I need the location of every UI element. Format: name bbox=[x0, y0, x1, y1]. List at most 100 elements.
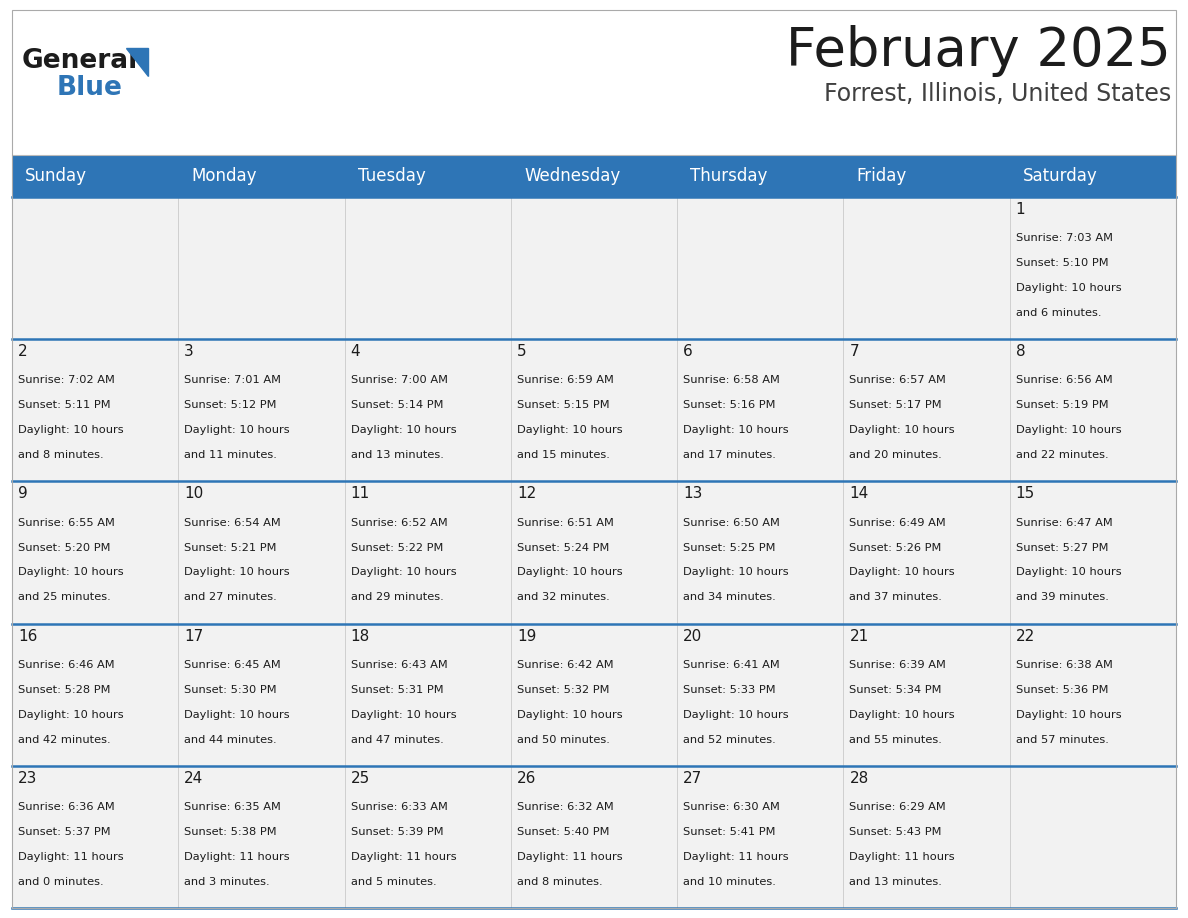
Text: Sunrise: 6:57 AM: Sunrise: 6:57 AM bbox=[849, 375, 947, 386]
Text: Sunrise: 7:02 AM: Sunrise: 7:02 AM bbox=[18, 375, 115, 386]
Text: Daylight: 10 hours: Daylight: 10 hours bbox=[683, 425, 789, 435]
Text: and 3 minutes.: and 3 minutes. bbox=[184, 877, 270, 887]
Text: Daylight: 11 hours: Daylight: 11 hours bbox=[849, 852, 955, 862]
Text: Sunset: 5:32 PM: Sunset: 5:32 PM bbox=[517, 685, 609, 695]
Bar bbox=[12, 623, 178, 766]
Text: 7: 7 bbox=[849, 344, 859, 359]
Text: Friday: Friday bbox=[857, 167, 906, 185]
Bar bbox=[178, 623, 345, 766]
Bar bbox=[345, 197, 511, 339]
Text: Daylight: 10 hours: Daylight: 10 hours bbox=[517, 567, 623, 577]
Bar bbox=[178, 766, 345, 908]
Text: Sunrise: 6:42 AM: Sunrise: 6:42 AM bbox=[517, 660, 613, 670]
Text: Sunset: 5:41 PM: Sunset: 5:41 PM bbox=[683, 827, 776, 837]
Text: Sunrise: 6:36 AM: Sunrise: 6:36 AM bbox=[18, 802, 115, 812]
Text: Daylight: 10 hours: Daylight: 10 hours bbox=[849, 710, 955, 720]
Text: 12: 12 bbox=[517, 487, 536, 501]
Text: Monday: Monday bbox=[191, 167, 257, 185]
Bar bbox=[1010, 197, 1176, 339]
Text: and 50 minutes.: and 50 minutes. bbox=[517, 734, 609, 744]
Text: 18: 18 bbox=[350, 629, 369, 644]
Text: and 0 minutes.: and 0 minutes. bbox=[18, 877, 103, 887]
Text: 16: 16 bbox=[18, 629, 37, 644]
Text: Sunset: 5:16 PM: Sunset: 5:16 PM bbox=[683, 400, 776, 410]
Text: Daylight: 11 hours: Daylight: 11 hours bbox=[350, 852, 456, 862]
Text: and 57 minutes.: and 57 minutes. bbox=[1016, 734, 1108, 744]
Bar bbox=[178, 339, 345, 481]
Text: Sunrise: 6:35 AM: Sunrise: 6:35 AM bbox=[184, 802, 282, 812]
Text: Sunset: 5:19 PM: Sunset: 5:19 PM bbox=[1016, 400, 1108, 410]
Bar bbox=[12, 766, 178, 908]
Text: 24: 24 bbox=[184, 771, 203, 786]
Text: and 42 minutes.: and 42 minutes. bbox=[18, 734, 110, 744]
Bar bbox=[345, 339, 511, 481]
Text: Sunset: 5:38 PM: Sunset: 5:38 PM bbox=[184, 827, 277, 837]
Text: Sunset: 5:24 PM: Sunset: 5:24 PM bbox=[517, 543, 609, 553]
Bar bbox=[511, 623, 677, 766]
Text: Tuesday: Tuesday bbox=[358, 167, 425, 185]
Bar bbox=[178, 481, 345, 623]
Text: and 27 minutes.: and 27 minutes. bbox=[184, 592, 277, 602]
Bar bbox=[843, 481, 1010, 623]
Text: Daylight: 10 hours: Daylight: 10 hours bbox=[1016, 567, 1121, 577]
Text: Sunrise: 6:32 AM: Sunrise: 6:32 AM bbox=[517, 802, 614, 812]
Text: 22: 22 bbox=[1016, 629, 1035, 644]
Bar bbox=[511, 197, 677, 339]
Text: 17: 17 bbox=[184, 629, 203, 644]
Text: Daylight: 10 hours: Daylight: 10 hours bbox=[184, 710, 290, 720]
Polygon shape bbox=[126, 48, 148, 76]
Text: 2: 2 bbox=[18, 344, 27, 359]
Text: Sunset: 5:17 PM: Sunset: 5:17 PM bbox=[849, 400, 942, 410]
Text: Daylight: 10 hours: Daylight: 10 hours bbox=[350, 567, 456, 577]
Bar bbox=[843, 339, 1010, 481]
Text: and 6 minutes.: and 6 minutes. bbox=[1016, 308, 1101, 318]
Text: General: General bbox=[23, 48, 138, 74]
Text: 19: 19 bbox=[517, 629, 536, 644]
Text: and 11 minutes.: and 11 minutes. bbox=[184, 450, 277, 460]
Text: Sunset: 5:22 PM: Sunset: 5:22 PM bbox=[350, 543, 443, 553]
Text: Daylight: 11 hours: Daylight: 11 hours bbox=[517, 852, 623, 862]
Text: Daylight: 10 hours: Daylight: 10 hours bbox=[517, 425, 623, 435]
Bar bbox=[677, 197, 843, 339]
Bar bbox=[843, 197, 1010, 339]
Text: Sunrise: 6:54 AM: Sunrise: 6:54 AM bbox=[184, 518, 282, 528]
Text: 27: 27 bbox=[683, 771, 702, 786]
Text: Sunset: 5:25 PM: Sunset: 5:25 PM bbox=[683, 543, 776, 553]
Text: Sunset: 5:39 PM: Sunset: 5:39 PM bbox=[350, 827, 443, 837]
Text: 13: 13 bbox=[683, 487, 702, 501]
Text: 20: 20 bbox=[683, 629, 702, 644]
Text: Daylight: 10 hours: Daylight: 10 hours bbox=[18, 425, 124, 435]
Text: Blue: Blue bbox=[57, 75, 122, 101]
Text: Sunset: 5:31 PM: Sunset: 5:31 PM bbox=[350, 685, 443, 695]
Text: 10: 10 bbox=[184, 487, 203, 501]
Text: and 39 minutes.: and 39 minutes. bbox=[1016, 592, 1108, 602]
Text: 9: 9 bbox=[18, 487, 27, 501]
Text: and 32 minutes.: and 32 minutes. bbox=[517, 592, 609, 602]
Text: 6: 6 bbox=[683, 344, 693, 359]
Text: Daylight: 10 hours: Daylight: 10 hours bbox=[184, 567, 290, 577]
Text: Sunrise: 6:41 AM: Sunrise: 6:41 AM bbox=[683, 660, 779, 670]
Text: Sunrise: 6:46 AM: Sunrise: 6:46 AM bbox=[18, 660, 114, 670]
Text: and 13 minutes.: and 13 minutes. bbox=[849, 877, 942, 887]
Text: Wednesday: Wednesday bbox=[524, 167, 620, 185]
Text: 28: 28 bbox=[849, 771, 868, 786]
Bar bbox=[1010, 766, 1176, 908]
Text: 26: 26 bbox=[517, 771, 536, 786]
Text: Sunrise: 6:56 AM: Sunrise: 6:56 AM bbox=[1016, 375, 1112, 386]
Text: Sunset: 5:15 PM: Sunset: 5:15 PM bbox=[517, 400, 609, 410]
Text: Sunrise: 6:43 AM: Sunrise: 6:43 AM bbox=[350, 660, 448, 670]
Text: Sunrise: 6:38 AM: Sunrise: 6:38 AM bbox=[1016, 660, 1113, 670]
Text: Sunrise: 7:00 AM: Sunrise: 7:00 AM bbox=[350, 375, 448, 386]
Text: Sunrise: 6:59 AM: Sunrise: 6:59 AM bbox=[517, 375, 614, 386]
Text: Daylight: 10 hours: Daylight: 10 hours bbox=[849, 425, 955, 435]
Bar bbox=[677, 623, 843, 766]
Text: Daylight: 10 hours: Daylight: 10 hours bbox=[184, 425, 290, 435]
Text: Sunset: 5:30 PM: Sunset: 5:30 PM bbox=[184, 685, 277, 695]
Text: Sunrise: 6:58 AM: Sunrise: 6:58 AM bbox=[683, 375, 781, 386]
Bar bbox=[1010, 339, 1176, 481]
Text: and 34 minutes.: and 34 minutes. bbox=[683, 592, 776, 602]
Bar bbox=[345, 623, 511, 766]
Bar bbox=[511, 339, 677, 481]
Text: Sunset: 5:12 PM: Sunset: 5:12 PM bbox=[184, 400, 277, 410]
Bar bbox=[843, 766, 1010, 908]
